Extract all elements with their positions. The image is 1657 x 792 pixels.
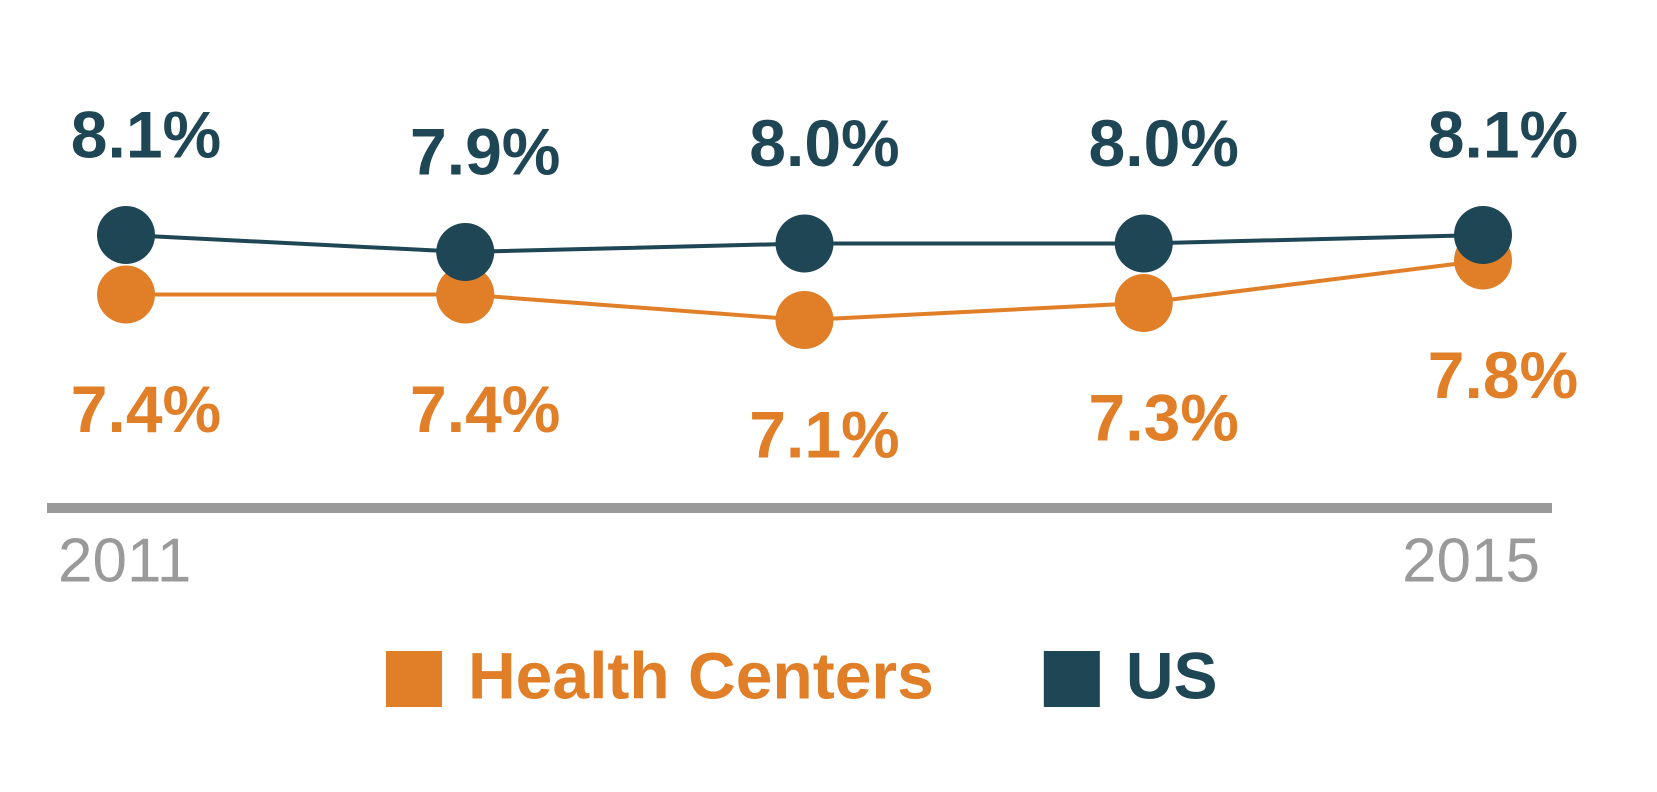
- data-label: 7.9%: [410, 114, 560, 188]
- point: [436, 265, 495, 324]
- point: [97, 265, 155, 324]
- data-label: 8.1%: [1428, 97, 1578, 171]
- x-tick-label: 2015: [1402, 526, 1540, 595]
- legend-swatch: [386, 651, 442, 707]
- data-label: 7.8%: [1428, 338, 1578, 412]
- point: [1454, 206, 1512, 264]
- legend-label: US: [1126, 638, 1218, 712]
- data-label: 8.0%: [1089, 106, 1239, 180]
- data-label: 7.1%: [749, 397, 899, 471]
- legend-swatch: [1043, 651, 1100, 707]
- data-label: 8.1%: [71, 97, 221, 171]
- data-label: 7.4%: [71, 372, 221, 446]
- point: [1114, 214, 1173, 273]
- data-label: 7.4%: [410, 372, 560, 446]
- legend-label: Health Centers: [468, 638, 934, 712]
- point: [1114, 274, 1173, 332]
- data-label: 8.0%: [749, 106, 899, 180]
- x-tick-label: 2011: [58, 526, 191, 595]
- point: [436, 223, 495, 281]
- data-label: 7.3%: [1089, 380, 1239, 454]
- point: [97, 206, 155, 264]
- point: [775, 291, 834, 349]
- point: [775, 214, 834, 273]
